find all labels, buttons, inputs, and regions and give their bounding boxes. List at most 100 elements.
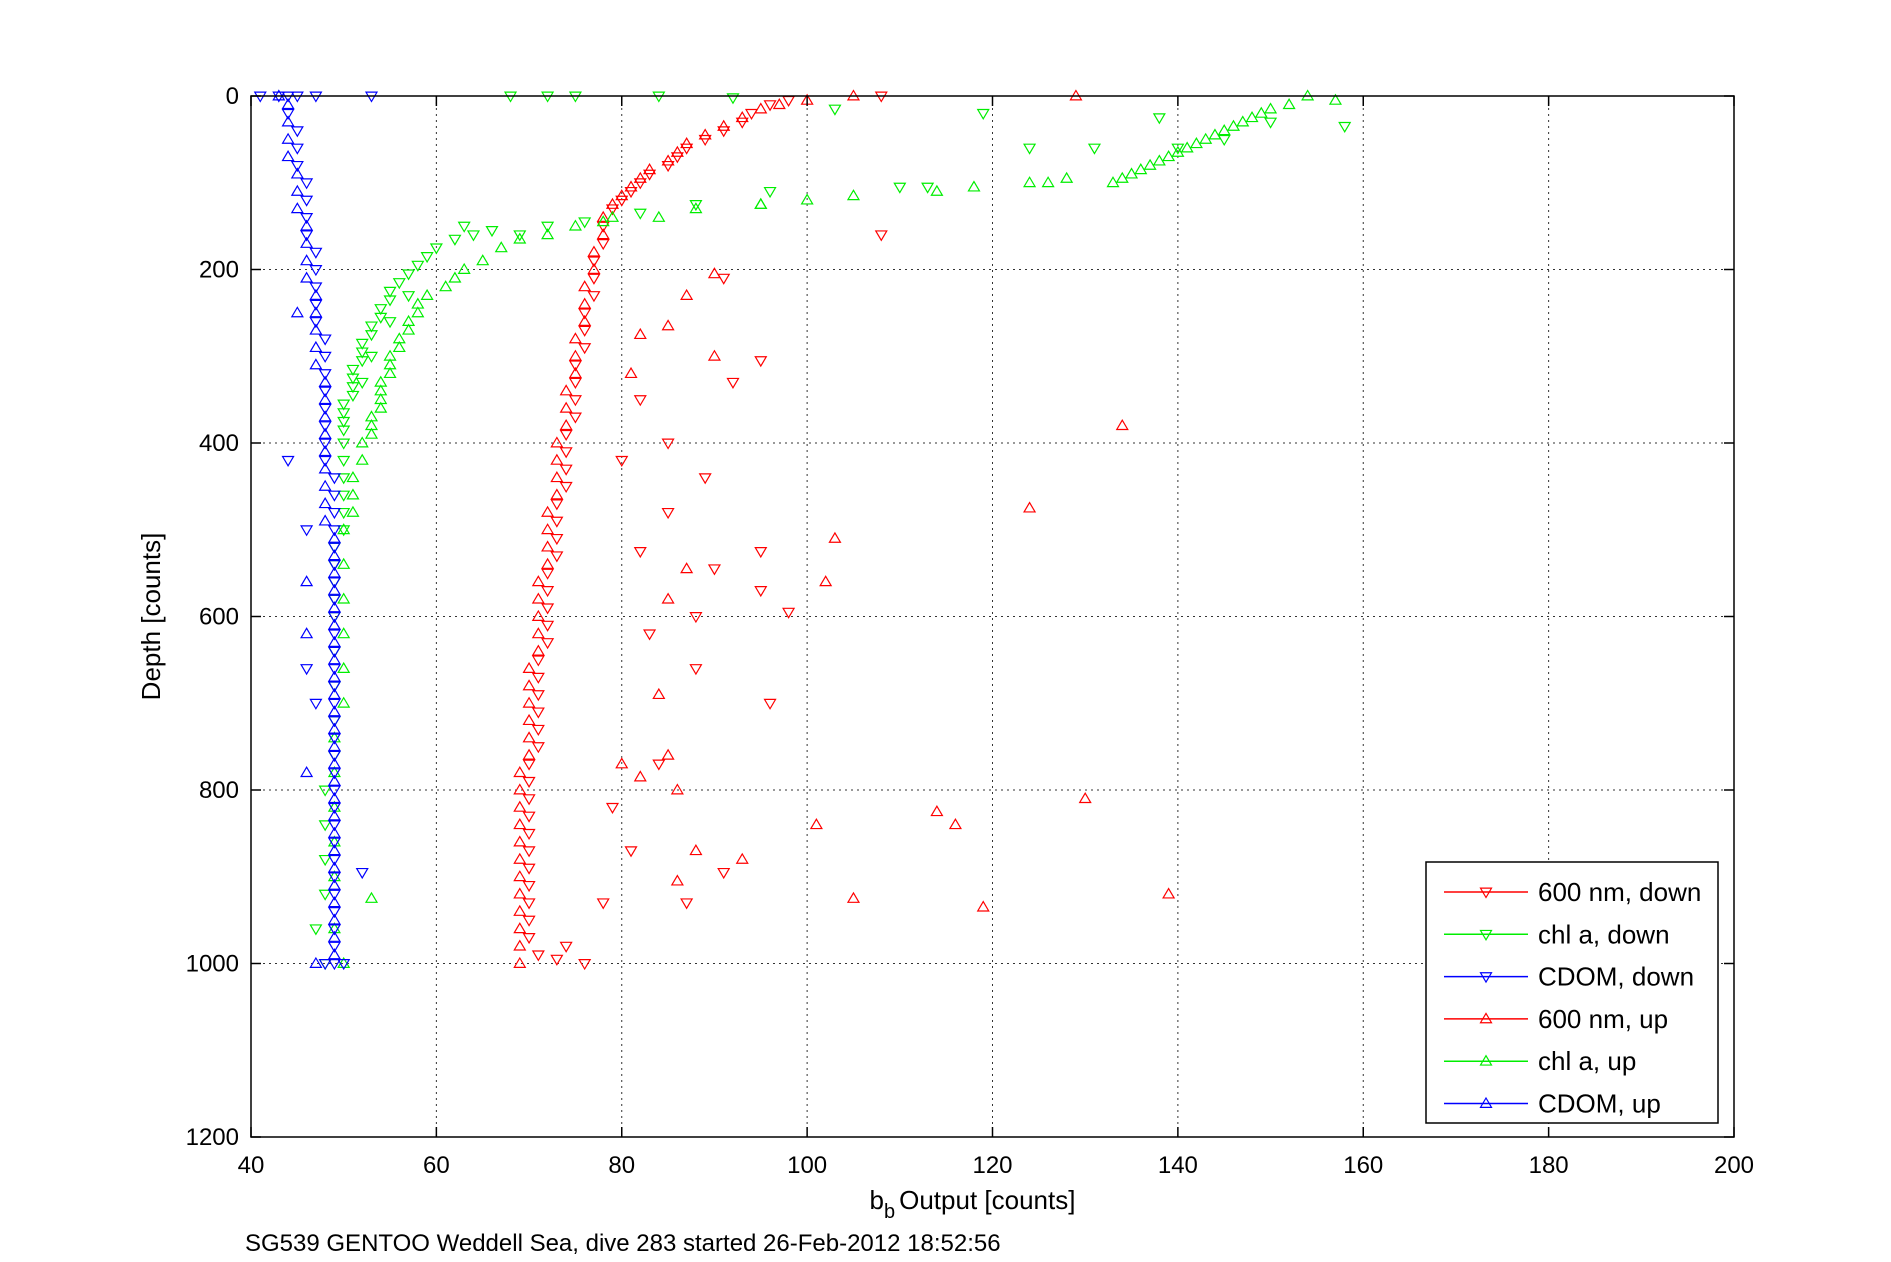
data-point [318, 334, 332, 346]
data-point [1245, 111, 1259, 123]
data-point [300, 271, 314, 283]
data-point [327, 930, 341, 942]
data-point [568, 219, 582, 231]
data-point [327, 698, 341, 710]
legend-label: CDOM, up [1538, 1089, 1661, 1119]
data-point [364, 891, 379, 903]
data-point [457, 221, 471, 233]
data-point [800, 193, 814, 205]
data-point [531, 655, 545, 667]
data-point [698, 134, 712, 147]
data-point [1134, 163, 1148, 175]
data-point [439, 280, 453, 292]
x-axis-label-rest: Output [counts] [899, 1185, 1075, 1215]
data-point [522, 661, 536, 674]
data-point [541, 221, 555, 233]
data-point [698, 128, 712, 140]
data-point [300, 213, 314, 225]
data-point [670, 783, 684, 795]
data-point [346, 382, 360, 394]
series-600-nm-up [513, 89, 1176, 968]
data-point [550, 436, 564, 448]
data-point [1078, 791, 1092, 804]
data-point [531, 644, 545, 656]
data-point [318, 375, 332, 387]
data-point [327, 705, 341, 717]
series-chl-a-up [327, 89, 1342, 968]
data-point [327, 507, 341, 520]
data-point [300, 195, 314, 207]
legend-label: CDOM, down [1538, 962, 1694, 992]
data-point [680, 137, 694, 149]
data-point [309, 91, 323, 103]
data-point [1236, 115, 1250, 127]
data-point [318, 427, 332, 439]
data-point [272, 91, 286, 103]
data-point [1106, 176, 1120, 188]
data-point [1023, 143, 1037, 155]
data-point [327, 594, 341, 606]
data-point [309, 956, 323, 968]
data-point [309, 698, 323, 710]
data-point [568, 360, 582, 372]
data-point [355, 338, 369, 350]
x-axis-label-subscript: b [884, 1201, 895, 1223]
data-point [346, 505, 360, 517]
data-point [680, 898, 694, 910]
data-point [327, 670, 341, 682]
data-point [337, 959, 351, 971]
data-point [364, 427, 379, 439]
data-point [522, 679, 536, 691]
data-point [448, 234, 462, 246]
data-point [327, 913, 341, 925]
data-point [615, 455, 629, 468]
data-point [1171, 143, 1185, 155]
data-point [735, 117, 749, 129]
data-point [605, 802, 620, 815]
data-point [513, 922, 527, 934]
legend-swatch-marker [1479, 1096, 1493, 1108]
data-point [587, 291, 601, 303]
data-point [578, 217, 592, 229]
data-point [633, 395, 647, 407]
data-point [337, 399, 351, 411]
data-point [327, 837, 341, 849]
data-point [327, 653, 341, 665]
data-point [522, 846, 536, 858]
data-point [290, 126, 304, 138]
data-point [309, 340, 323, 353]
data-point [327, 906, 341, 919]
data-point [1069, 89, 1083, 101]
data-point [587, 262, 601, 274]
data-point [327, 473, 341, 485]
data-point [327, 601, 341, 613]
data-point [513, 939, 527, 951]
data-point [457, 262, 471, 274]
y-tick-label: 200 [199, 257, 239, 284]
data-point [541, 638, 555, 650]
data-point [763, 698, 777, 710]
data-point [596, 210, 610, 222]
data-point [513, 835, 527, 847]
data-point [661, 160, 675, 173]
data-point [643, 629, 657, 641]
data-point [522, 880, 536, 893]
x-tick-label: 60 [423, 1152, 450, 1179]
data-point [578, 308, 592, 320]
data-point [355, 356, 369, 368]
data-point [355, 347, 369, 359]
data-point [281, 455, 295, 468]
data-point [253, 91, 267, 103]
data-point [300, 525, 314, 537]
data-point [309, 282, 323, 294]
data-point [605, 197, 620, 209]
data-point [568, 366, 582, 379]
data-point [661, 748, 675, 760]
data-point [948, 818, 962, 830]
data-point [337, 525, 351, 537]
data-point [355, 867, 369, 880]
data-point [309, 299, 323, 311]
data-point [290, 143, 304, 155]
data-point [809, 818, 823, 830]
data-point [763, 186, 777, 199]
